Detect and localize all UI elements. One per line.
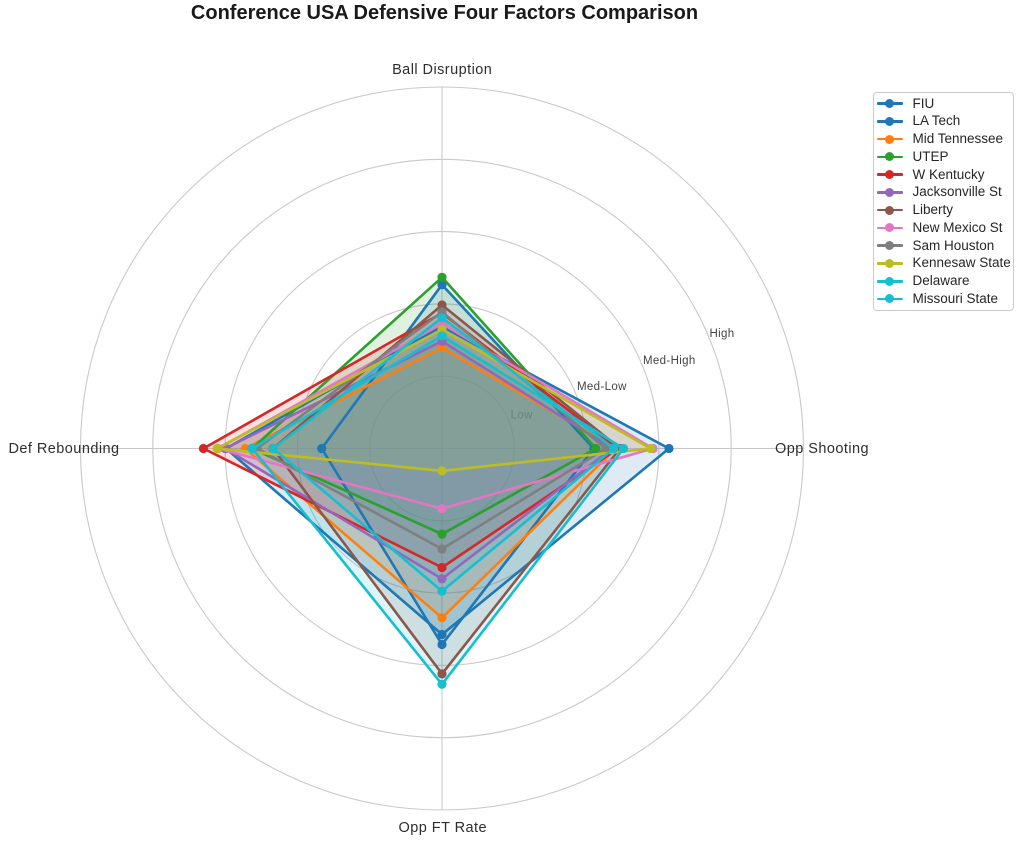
svg-text:Low: Low bbox=[511, 409, 533, 421]
svg-text:High: High bbox=[710, 328, 735, 340]
svg-text:Med-High: Med-High bbox=[643, 355, 696, 367]
svg-text:Med-Low: Med-Low bbox=[577, 381, 627, 393]
